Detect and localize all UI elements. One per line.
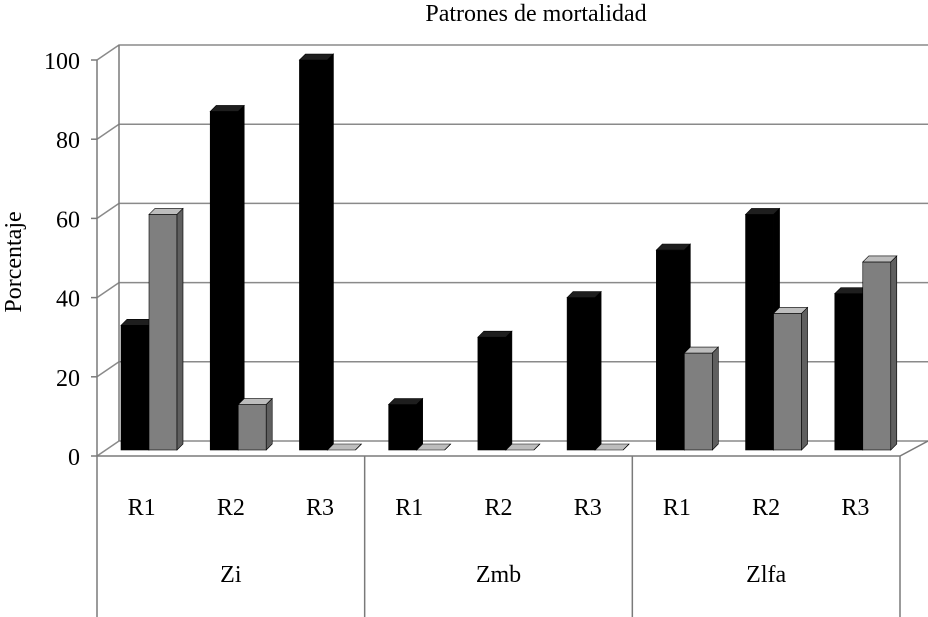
y-tick-label: 80: [56, 128, 80, 154]
x-category-label: R3: [841, 495, 869, 521]
x-category-label: R1: [395, 495, 423, 521]
x-category-label: R2: [752, 495, 780, 521]
bar-Zlfa-R1-series-1: [656, 249, 685, 451]
x-category-label: R1: [663, 495, 691, 521]
bar-Zmb-R2-series-1: [477, 336, 507, 451]
y-axis-label: Porcentaje: [1, 211, 27, 312]
x-category-label: R1: [128, 495, 156, 521]
axes: [91, 45, 928, 617]
bars: [120, 53, 898, 451]
gridline-100: [96, 44, 928, 61]
bar-Zlfa-R3-series-1: [834, 293, 864, 451]
bar-side-Zmb-R1-series-1: [416, 397, 423, 451]
y-tick-label: 20: [56, 366, 80, 392]
bar-side-Zi-R2-series-2: [265, 397, 273, 451]
bar-side-Zlfa-R1-series-2: [712, 346, 719, 451]
bar-Zlfa-R1-series-2: [684, 352, 713, 451]
bar-side-Zi-R1-series-2: [176, 207, 184, 451]
bar-side-Zmb-R3-series-1: [594, 290, 602, 451]
x-group-label: Zmb: [476, 562, 521, 588]
bar-Zlfa-R2-series-1: [745, 214, 774, 451]
x-category-label: R3: [574, 495, 602, 521]
y-tick-label: 100: [44, 49, 80, 75]
x-category-label: R2: [484, 495, 512, 521]
bar-Zmb-R3-series-1: [566, 297, 596, 451]
bar-side-Zmb-R3-series-2: [622, 443, 630, 451]
bar-side-Zlfa-R3-series-2: [890, 255, 898, 451]
x-group-label: Zi: [220, 562, 242, 588]
x-category-label: R3: [306, 495, 334, 521]
bar-side-Zmb-R1-series-2: [444, 443, 451, 451]
y-tick-label: 60: [56, 207, 80, 233]
y-tick-labels: 0 20 40 60 80 100: [44, 49, 80, 471]
bar-side-Zmb-R2-series-2: [533, 443, 541, 451]
bar-side-Zi-R2-series-1: [237, 104, 245, 451]
bar-Zlfa-R2-series-2: [773, 313, 802, 451]
x-category-label: R2: [217, 495, 245, 521]
bar-Zi-R1-series-2: [148, 214, 178, 451]
bar-Zi-R3-series-1: [299, 59, 328, 451]
bar-side-Zmb-R2-series-1: [505, 330, 513, 451]
y-tick-label: 0: [68, 445, 80, 471]
bar-side-Zlfa-R2-series-2: [801, 306, 808, 451]
chart-title: Patrones de mortalidad: [425, 1, 646, 27]
bar-Zi-R2-series-2: [237, 404, 267, 451]
bar-side-Zi-R3-series-1: [327, 53, 334, 451]
bar-Zi-R1-series-1: [120, 325, 150, 451]
x-group-label: Zlfa: [746, 562, 786, 588]
bar-Zmb-R1-series-1: [388, 404, 417, 451]
y-tick-label: 40: [56, 287, 80, 313]
bar-side-Zi-R3-series-2: [355, 443, 362, 451]
x-category-labels: R1 R2 R3 Zi R1 R2 R3 Zmb R1 R2 R3 Zlfa: [128, 495, 870, 588]
bar-Zlfa-R3-series-2: [862, 261, 892, 451]
bar-Zi-R2-series-1: [209, 111, 239, 451]
